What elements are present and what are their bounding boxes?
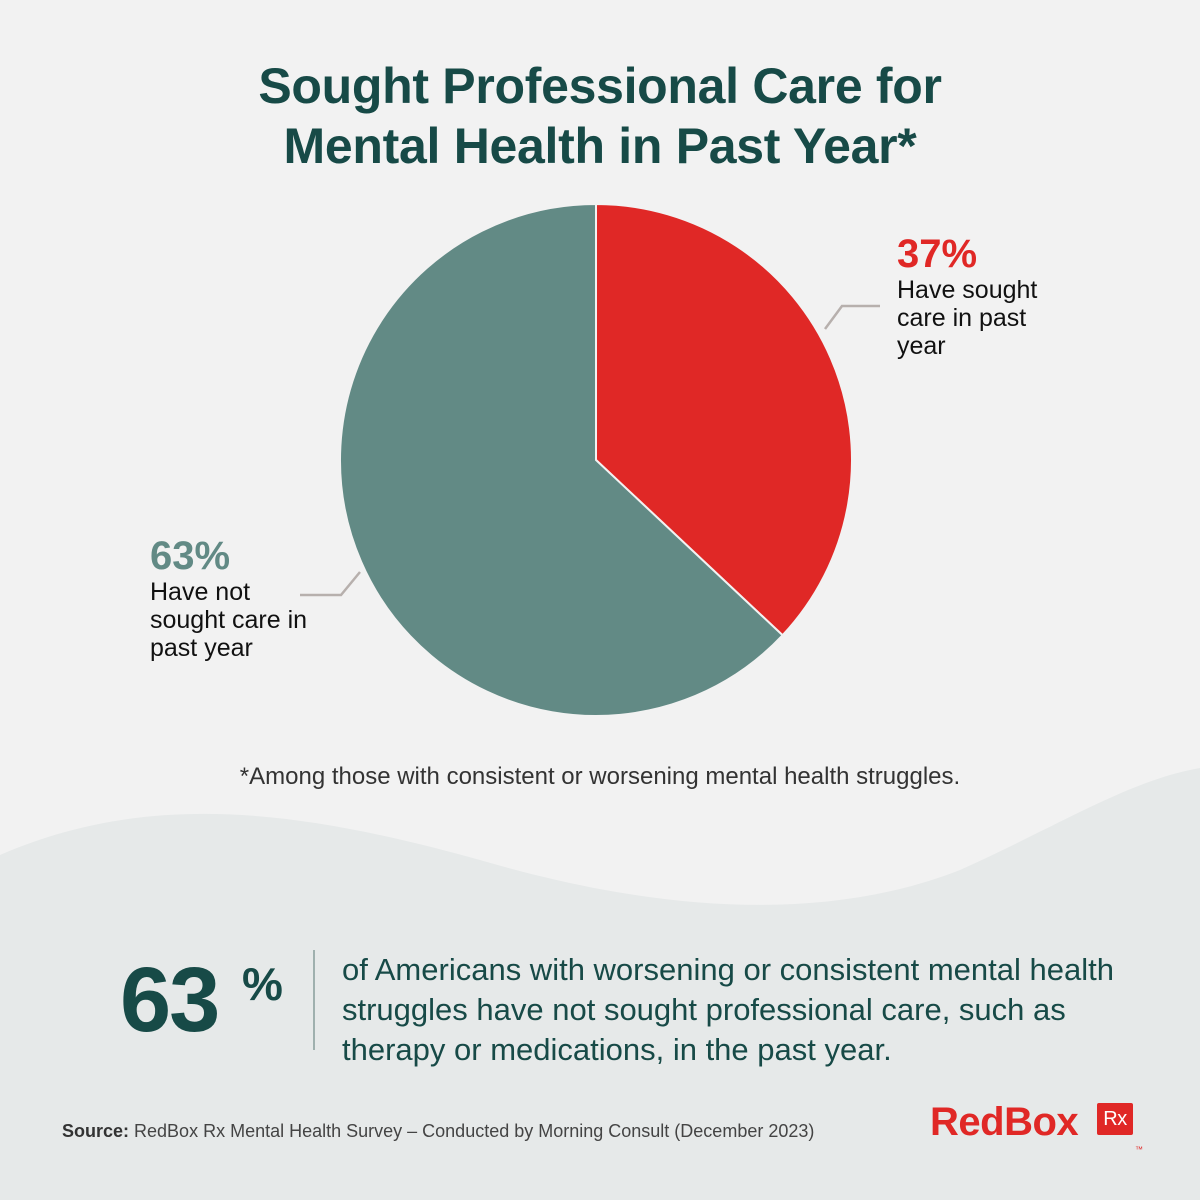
slice-desc-not-sought: Have not sought care in past year: [150, 578, 308, 662]
pie-slice-not-sought: [339, 202, 785, 717]
redbox-rx-logo: RedBox Rx ™: [930, 1100, 1143, 1154]
logo-trademark: ™: [1135, 1145, 1143, 1154]
source-text: RedBox Rx Mental Health Survey – Conduct…: [129, 1121, 815, 1141]
slice-percent-not-sought: 63%: [150, 534, 231, 578]
stat-description: of Americans with worsening or consisten…: [342, 952, 1114, 1067]
leader-line-not-sought: [300, 571, 361, 597]
slice-desc-sought: Have sought care in past year: [897, 276, 1038, 360]
slice-label-sought: 37% Have sought care in past year: [897, 232, 1067, 360]
big-stat-number: 63: [120, 949, 220, 1051]
logo-brand: RedBox: [930, 1100, 1079, 1144]
chart-title: Sought Professional Care for Mental Heal…: [0, 56, 1200, 176]
footnote: *Among those with consistent or worsenin…: [239, 763, 961, 790]
stat-divider: [313, 950, 315, 1050]
slice-label-not-sought: 63% Have not sought care in past year: [150, 534, 310, 662]
title-line-1: Sought Professional Care for: [258, 58, 942, 114]
source-note: Source: RedBox Rx Mental Health Survey –…: [62, 1121, 814, 1142]
big-stat-percent-sign: %: [242, 958, 283, 1010]
slice-percent-sought: 37%: [897, 232, 978, 276]
logo-rx-badge: Rx: [1097, 1103, 1133, 1135]
source-label: Source:: [62, 1121, 130, 1141]
leader-line-sought: [823, 304, 880, 330]
pie-slice-sought: [595, 202, 853, 637]
big-stat: 63 %: [120, 945, 283, 1055]
title-line-2: Mental Health in Past Year*: [283, 118, 917, 174]
